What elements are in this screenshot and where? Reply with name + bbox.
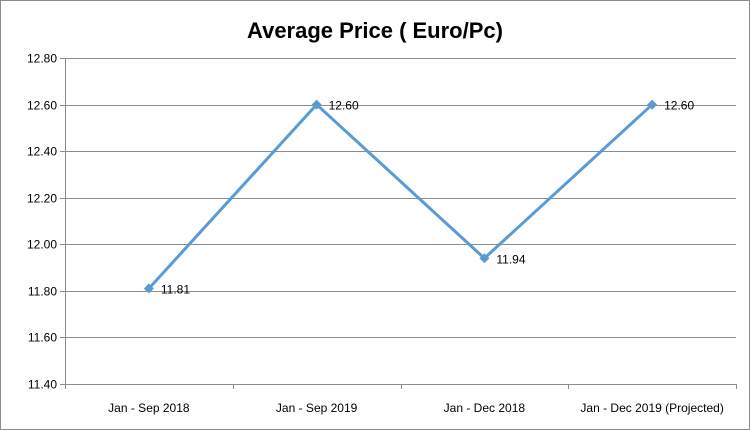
x-axis-tick-labels: Jan - Sep 2018 Jan - Sep 2019 Jan - Dec 20… [108,401,724,415]
y-tick-label: 11.40 [28,378,57,392]
y-tick-label: 12.00 [27,238,57,252]
x-tick-label: Jan - Sep 2018 [108,401,190,415]
series [143,99,658,294]
data-label: 11.81 [161,283,190,297]
y-axis-tick-labels: 11.40 11.60 11.80 12.00 12.20 12.40 12.60 12.80 [27,52,57,392]
y-tick-label: 12.60 [27,99,57,113]
axes [60,58,737,389]
x-tick-label: Jan - Sep 2019 [276,401,358,415]
x-tick-label: Jan - Dec 2018 [444,401,526,415]
y-tick-label: 12.40 [27,145,57,159]
y-tick-label: 12.20 [27,192,57,206]
x-tick-label: Jan - Dec 2019 (Projected) [580,401,723,415]
gridlines [65,58,736,338]
data-label: 11.94 [496,252,525,266]
chart-title: Average Price ( Euro/Pc) [247,18,503,43]
data-label: 12.60 [664,99,694,113]
data-label: 12.60 [329,99,359,113]
y-tick-label: 12.80 [27,52,57,66]
data-point-marker [647,99,658,110]
y-tick-label: 11.80 [28,285,57,299]
y-tick-label: 11.60 [28,331,57,345]
data-point-marker [311,99,322,110]
data-point-marker [143,283,154,294]
series-line [147,103,654,291]
data-point-marker [479,253,490,264]
data-labels: 11.81 12.60 11.94 12.60 [161,99,695,297]
